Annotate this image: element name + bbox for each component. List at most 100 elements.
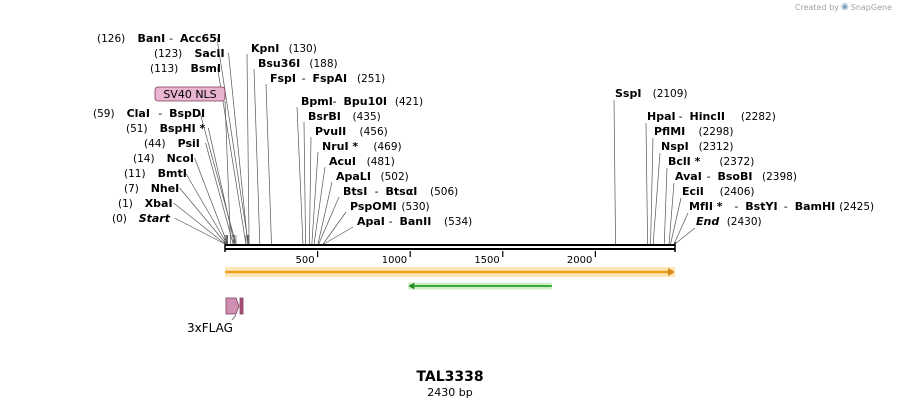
site-label-right: MfII * - BstYI - BamHI (2425) <box>689 200 874 213</box>
site-label-text: - <box>707 170 711 183</box>
site-label-text: - <box>158 107 162 120</box>
site-label-text: BtsI <box>343 185 367 198</box>
site-label-center: AcuI (481) <box>329 155 395 168</box>
sv40-nls-label: SV40 NLS <box>163 88 216 101</box>
site-label-text: (113) <box>150 63 178 75</box>
site-label-text: BpmI <box>301 95 333 108</box>
site-label-text: NspI <box>661 140 689 153</box>
site-coord: (2406) <box>720 186 755 198</box>
site-leader-line <box>650 137 654 245</box>
site-leader-line <box>673 212 689 245</box>
site-leader-line <box>303 121 306 245</box>
site-label-text: - <box>302 72 306 85</box>
site-label-text: BsrBI <box>308 110 341 123</box>
site-label-text: XbaI <box>145 197 173 210</box>
site-coord: (534) <box>444 216 472 228</box>
site-label-text: BanII <box>400 215 432 228</box>
green-feature-arrowhead <box>408 282 415 290</box>
site-label-text: (123) <box>154 48 182 60</box>
site-label-right: EciI (2406) <box>682 185 755 198</box>
site-coord: (251) <box>357 73 385 85</box>
site-label-text: - <box>679 110 683 123</box>
site-label-text: (51) <box>126 123 148 135</box>
site-label-text: BspHI * <box>160 122 206 135</box>
site-coord: (421) <box>395 96 423 108</box>
site-label-text: MfII * <box>689 200 723 213</box>
site-coord: (530) <box>401 201 429 213</box>
site-label-text: NcoI <box>167 152 194 165</box>
site-label-left: (44) PsiI <box>144 137 200 150</box>
site-coord: (2109) <box>653 88 688 100</box>
site-label-left: (11) BmtI <box>124 167 187 180</box>
site-label-text: BamHI <box>795 200 836 213</box>
site-label-text: PsiI <box>178 137 200 150</box>
site-label-text: PspOMI <box>350 200 397 213</box>
site-label-left: (51) BspHI * <box>126 122 206 135</box>
site-label-text: - <box>389 215 393 228</box>
site-label-text: ApaLI <box>336 170 371 183</box>
site-label-right: End (2430) <box>696 215 762 228</box>
site-label-mid: FspI - FspAI (251) <box>270 72 385 85</box>
site-label-left: (113) BsmI <box>150 62 221 75</box>
site-label-text: BsmI <box>191 62 222 75</box>
site-label-text: (11) <box>124 168 146 180</box>
site-label-mid: KpnI (130) <box>251 42 317 55</box>
site-label-center: PspOMI (530) <box>350 200 430 213</box>
credit-text: Created by <box>794 2 839 12</box>
site-leader-line <box>246 53 250 245</box>
site-label-text: (59) <box>93 108 115 120</box>
orange-feature-arrowhead <box>668 268 675 276</box>
site-leader-line <box>228 52 249 245</box>
site-coord: (2312) <box>699 141 734 153</box>
construct-name: TAL3338 <box>416 369 484 385</box>
sv40-nls-feature-box <box>154 86 226 102</box>
site-label-center: BsrBI (435) <box>308 110 381 123</box>
site-leader-line <box>296 106 304 245</box>
site-label-right: NspI (2312) <box>661 140 734 153</box>
site-label-center: ApaI - BanII (534) <box>357 215 472 228</box>
site-label-center: PvuII (456) <box>315 125 388 138</box>
site-label-text: End <box>696 215 719 228</box>
site-leader-line <box>265 83 272 245</box>
site-label-text: ApaI <box>357 215 385 228</box>
credit: Created by ◉ SnapGene <box>795 2 892 12</box>
site-coord: (2398) <box>762 171 797 183</box>
site-label-text: BsoBI <box>718 170 753 183</box>
site-coord: (2282) <box>741 111 776 123</box>
site-leader-line <box>216 37 249 245</box>
title-block: TAL3338 2430 bp <box>0 369 900 399</box>
site-label-text: ClaI <box>127 107 150 120</box>
site-coord: (130) <box>289 43 317 55</box>
site-label-text: (126) <box>97 33 125 45</box>
sv40-nls-leader <box>224 100 231 245</box>
site-label-mid: Bsu36I (188) <box>258 57 338 70</box>
flag-leader <box>231 314 237 321</box>
site-leader-line <box>323 226 354 245</box>
site-coord: (188) <box>309 58 337 70</box>
site-leader-line <box>652 152 661 245</box>
site-label-left: (126) BanI - Acc65I <box>97 32 221 45</box>
site-label-text: (7) <box>124 183 139 195</box>
site-label-right: SspI (2109) <box>615 87 688 100</box>
site-label-right: AvaI - BsoBI (2398) <box>675 170 797 183</box>
site-coord: (2372) <box>719 156 754 168</box>
site-coord: (456) <box>360 126 388 138</box>
site-label-text: - <box>734 200 738 213</box>
site-label-left: (123) SacII <box>154 47 225 60</box>
site-label-text: (1) <box>118 198 133 210</box>
construct-length: 2430 bp <box>427 386 473 399</box>
site-label-text: - <box>169 32 173 45</box>
site-label-text: (44) <box>144 138 166 150</box>
site-leader-line <box>253 68 261 245</box>
site-coord: (2425) <box>839 201 874 213</box>
site-leader-line <box>309 136 312 245</box>
site-label-left: (7) NheI <box>124 182 179 195</box>
site-label-left: (59) ClaI - BspDI <box>93 107 205 120</box>
site-label-text: (0) <box>112 213 127 225</box>
site-label-right: BclI * (2372) <box>668 155 754 168</box>
site-label-text: BclI * <box>668 155 701 168</box>
site-label-text: Bsu36I <box>258 57 300 70</box>
site-coord: (435) <box>353 111 381 123</box>
site-label-text: BstYI <box>745 200 777 213</box>
credit-brand: SnapGene <box>850 2 892 12</box>
